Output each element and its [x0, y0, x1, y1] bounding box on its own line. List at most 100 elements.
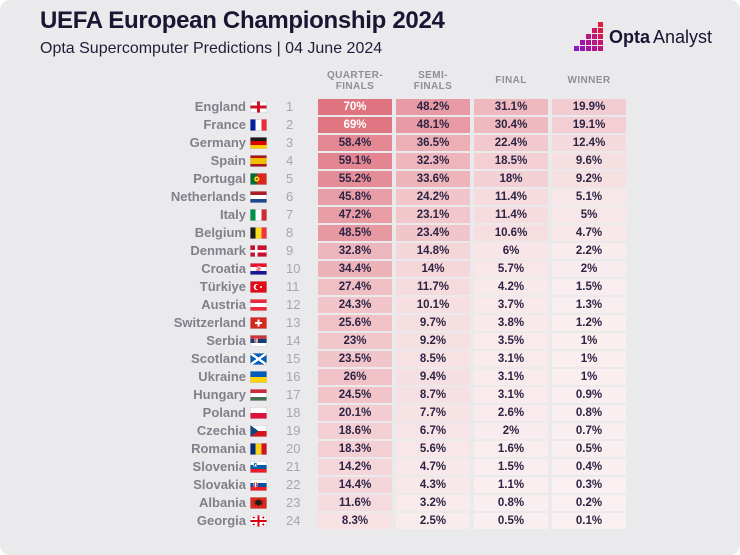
- team-name: Netherlands: [170, 189, 246, 204]
- probability-cell-final: 1.5%: [474, 459, 548, 475]
- team-name: Albania: [199, 495, 246, 510]
- probability-cell-quarter-finals: 32.8%: [318, 243, 392, 259]
- probability-cell-winner: 1%: [552, 369, 626, 385]
- probability-cell-semi-finals: 9.2%: [396, 333, 470, 349]
- t-rkiye-flag-icon: [250, 281, 282, 293]
- table-row: Portugal 5 55.2% 33.6% 18% 9.2%: [40, 171, 626, 187]
- probability-cell-winner: 0.4%: [552, 459, 626, 475]
- team-rank: 7: [286, 207, 294, 222]
- probability-cell-semi-finals: 5.6%: [396, 441, 470, 457]
- probability-cell-quarter-finals: 14.2%: [318, 459, 392, 475]
- team-rank: 17: [286, 387, 301, 402]
- probability-cell-winner: 9.6%: [552, 153, 626, 169]
- probability-cell-final: 10.6%: [474, 225, 548, 241]
- table-row: Serbia 14 23% 9.2% 3.5% 1%: [40, 333, 626, 349]
- team-name: Poland: [202, 405, 246, 420]
- probability-cell-final: 18.5%: [474, 153, 548, 169]
- table-header-row: QUARTER- FINALS SEMI- FINALS FINAL WINNER: [40, 68, 626, 95]
- probability-cell-quarter-finals: 20.1%: [318, 405, 392, 421]
- table-row: Spain 4 59.1% 32.3% 18.5% 9.6%: [40, 153, 626, 169]
- team-rank: 14: [286, 333, 301, 348]
- probability-cell-quarter-finals: 24.5%: [318, 387, 392, 403]
- probability-cell-semi-finals: 23.1%: [396, 207, 470, 223]
- slovakia-flag-icon: [250, 479, 282, 491]
- team-name: Italy: [219, 207, 246, 222]
- team-rank: 9: [286, 243, 294, 258]
- probability-cell-winner: 9.2%: [552, 171, 626, 187]
- team-name: England: [194, 99, 246, 114]
- probability-cell-quarter-finals: 23%: [318, 333, 392, 349]
- team-rank: 23: [286, 495, 301, 510]
- probability-cell-quarter-finals: 70%: [318, 99, 392, 115]
- probability-cell-quarter-finals: 59.1%: [318, 153, 392, 169]
- probability-cell-final: 4.2%: [474, 279, 548, 295]
- table-row: Switzerland 13 25.6% 9.7% 3.8% 1.2%: [40, 315, 626, 331]
- probability-cell-winner: 0.8%: [552, 405, 626, 421]
- table-row: Italy 7 47.2% 23.1% 11.4% 5%: [40, 207, 626, 223]
- team-name: Serbia: [206, 333, 246, 348]
- table-row: Scotland 15 23.5% 8.5% 3.1% 1%: [40, 351, 626, 367]
- probability-cell-winner: 1.2%: [552, 315, 626, 331]
- probability-cell-quarter-finals: 23.5%: [318, 351, 392, 367]
- probability-cell-semi-finals: 24.2%: [396, 189, 470, 205]
- team-rank: 20: [286, 441, 301, 456]
- probability-cell-winner: 5%: [552, 207, 626, 223]
- probability-cell-final: 31.1%: [474, 99, 548, 115]
- probability-cell-winner: 2.2%: [552, 243, 626, 259]
- england-flag-icon: [250, 101, 282, 113]
- probability-cell-semi-finals: 8.5%: [396, 351, 470, 367]
- team-name: Georgia: [196, 513, 246, 528]
- probability-cell-winner: 1.3%: [552, 297, 626, 313]
- probability-cell-semi-finals: 36.5%: [396, 135, 470, 151]
- table-row: France 2 69% 48.1% 30.4% 19.1%: [40, 117, 626, 133]
- team-rank: 21: [286, 459, 301, 474]
- predictions-table: England 1 70% 48.2% 31.1% 19.9% France 2 69% 48.1…: [40, 99, 626, 531]
- table-row: Türkiye 11 27.4% 11.7% 4.2% 1.5%: [40, 279, 626, 295]
- probability-cell-quarter-finals: 26%: [318, 369, 392, 385]
- probability-cell-final: 3.1%: [474, 351, 548, 367]
- table-row: Denmark 9 32.8% 14.8% 6% 2.2%: [40, 243, 626, 259]
- team-rank: 4: [286, 153, 294, 168]
- probability-cell-final: 3.1%: [474, 387, 548, 403]
- poland-flag-icon: [250, 407, 282, 419]
- opta-logo-bold: Opta: [608, 26, 650, 47]
- team-rank: 12: [286, 297, 301, 312]
- probability-cell-semi-finals: 14%: [396, 261, 470, 277]
- team-rank: 19: [286, 423, 301, 438]
- probability-cell-winner: 0.9%: [552, 387, 626, 403]
- probability-cell-final: 18%: [474, 171, 548, 187]
- italy-flag-icon: [250, 209, 282, 221]
- probability-cell-final: 1.1%: [474, 477, 548, 493]
- opta-logo-text: Opta Analyst: [609, 27, 712, 48]
- romania-flag-icon: [250, 443, 282, 455]
- probability-cell-final: 22.4%: [474, 135, 548, 151]
- probability-cell-winner: 2%: [552, 261, 626, 277]
- probability-cell-winner: 4.7%: [552, 225, 626, 241]
- spain-flag-icon: [250, 155, 282, 167]
- probability-cell-semi-finals: 6.7%: [396, 423, 470, 439]
- team-rank: 22: [286, 477, 301, 492]
- team-name: Slovenia: [192, 459, 246, 474]
- column-header-semi-finals: SEMI- FINALS: [413, 70, 453, 92]
- probability-cell-semi-finals: 32.3%: [396, 153, 470, 169]
- probability-cell-quarter-finals: 24.3%: [318, 297, 392, 313]
- column-header-winner: WINNER: [567, 75, 611, 87]
- probability-cell-semi-finals: 33.6%: [396, 171, 470, 187]
- table-row: Albania 23 11.6% 3.2% 0.8% 0.2%: [40, 495, 626, 511]
- team-name: Scotland: [191, 351, 246, 366]
- probability-cell-final: 1.6%: [474, 441, 548, 457]
- table-row: Romania 20 18.3% 5.6% 1.6% 0.5%: [40, 441, 626, 457]
- probability-cell-semi-finals: 23.4%: [396, 225, 470, 241]
- probability-cell-semi-finals: 8.7%: [396, 387, 470, 403]
- probability-cell-winner: 0.2%: [552, 495, 626, 511]
- probability-cell-final: 0.8%: [474, 495, 548, 511]
- probability-cell-semi-finals: 7.7%: [396, 405, 470, 421]
- probability-cell-winner: 1.5%: [552, 279, 626, 295]
- table-row: Belgium 8 48.5% 23.4% 10.6% 4.7%: [40, 225, 626, 241]
- probability-cell-winner: 0.1%: [552, 513, 626, 529]
- georgia-flag-icon: [250, 515, 282, 527]
- team-rank: 24: [286, 513, 301, 528]
- probability-cell-final: 0.5%: [474, 513, 548, 529]
- probability-cell-final: 5.7%: [474, 261, 548, 277]
